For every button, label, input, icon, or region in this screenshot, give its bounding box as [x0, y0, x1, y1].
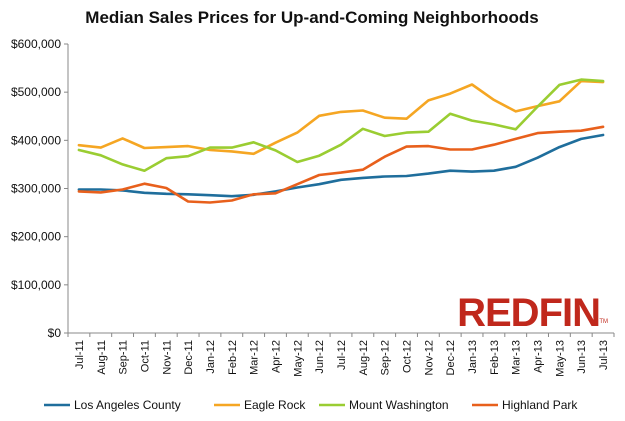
x-tick-label: May-13: [554, 340, 566, 377]
x-tick-label: Jul-13: [598, 340, 610, 370]
x-tick-label: Oct-12: [402, 340, 414, 373]
x-tick-label: Sep-12: [380, 340, 392, 375]
x-tick-label: Mar-13: [511, 340, 523, 375]
x-tick-label: Nov-11: [161, 340, 173, 375]
y-tick-label: $0: [48, 326, 62, 340]
series-line-eagle-rock: [77, 79, 605, 156]
x-tick-label: Apr-12: [270, 340, 282, 373]
redfin-logo-text: REDFIN: [457, 291, 600, 335]
x-tick-label: Jan-13: [467, 340, 479, 374]
redfin-logo: REDFIN TM: [457, 291, 608, 335]
x-tick-label: Sep-11: [118, 340, 130, 375]
x-tick-label: Oct-11: [139, 340, 151, 372]
y-axis: $0 $100,000 $200,000 $300,000 $400,000 $500,0…: [11, 37, 69, 340]
series-line-los-angeles-county: [77, 133, 605, 198]
x-tick-label: Aug-12: [358, 340, 370, 375]
y-tick-label: $300,000: [11, 182, 61, 196]
legend-label-mount-washington: Mount Washington: [349, 398, 449, 412]
x-tick-label: Jan-12: [205, 340, 217, 374]
x-tick-label: Jul-11: [74, 340, 86, 369]
legend-label-highland-park: Highland Park: [502, 398, 578, 412]
y-tick-label: $200,000: [11, 230, 61, 244]
x-tick-label: Feb-12: [227, 340, 239, 375]
x-tick-label: Mar-12: [249, 340, 261, 375]
x-tick-label: Apr-13: [533, 340, 545, 373]
x-tick-label: Dec-12: [445, 340, 457, 375]
x-tick-label: Feb-13: [489, 340, 501, 375]
x-tick-label: Aug-11: [96, 340, 108, 375]
y-tick-label: $600,000: [11, 37, 61, 51]
x-tick-label: Jun-12: [314, 340, 326, 374]
y-tick-label: $100,000: [11, 278, 61, 292]
legend-label-eagle-rock: Eagle Rock: [244, 398, 306, 412]
x-tick-label: Nov-12: [423, 340, 435, 375]
x-tick-label: Jul-12: [336, 340, 348, 370]
legend-label-los-angeles-county: Los Angeles County: [74, 398, 181, 412]
x-tick-label: May-12: [292, 340, 304, 377]
x-tick-label: Dec-11: [183, 340, 195, 375]
series-line-highland-park: [77, 125, 605, 204]
y-tick-label: $500,000: [11, 85, 61, 99]
x-tick-label: Jun-13: [576, 340, 588, 374]
series-line-mount-washington: [77, 78, 605, 172]
redfin-logo-tm: TM: [599, 319, 608, 325]
x-axis: Jul-11 Aug-11 Sep-11 Oct-11 Nov-11 Dec-11 Jan-…: [67, 332, 615, 377]
y-tick-label: $400,000: [11, 133, 61, 147]
series-lines: [77, 78, 605, 204]
chart-title: Median Sales Prices for Up-and-Coming Ne…: [85, 8, 538, 27]
legend: Los Angeles County Eagle Rock Mount Washin…: [44, 398, 578, 412]
